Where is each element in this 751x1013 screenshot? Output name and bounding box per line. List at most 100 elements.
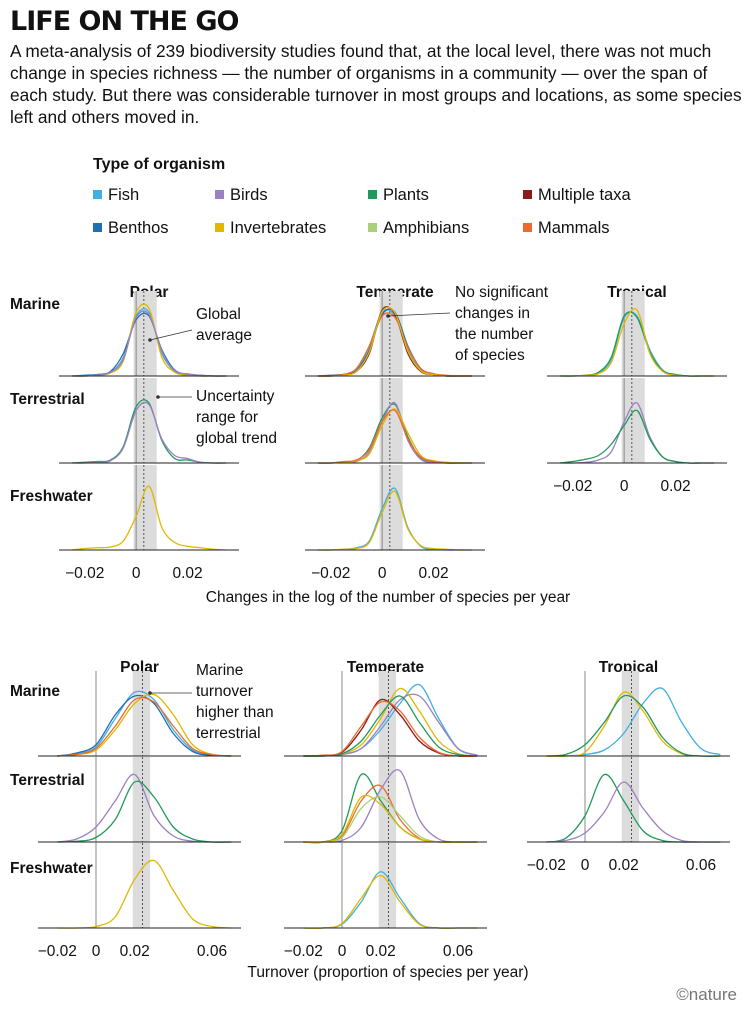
x-tick-label: 0.02 <box>120 943 150 960</box>
x-tick-label: −0.02 <box>527 857 566 874</box>
density-curve <box>57 693 232 757</box>
density-curve <box>57 780 232 843</box>
annotation-dot <box>148 338 152 342</box>
annotation: Marine turnover higher than terrestrial <box>196 662 274 742</box>
annotation-dot <box>386 314 390 318</box>
x-tick-label: −0.02 <box>311 565 350 582</box>
legend-label: Mammals <box>538 219 610 237</box>
uncertainty-band <box>133 378 157 463</box>
x-tick-label: 0.06 <box>686 857 716 874</box>
x-tick-label: 0.02 <box>366 943 396 960</box>
uncertainty-band <box>133 465 157 550</box>
density-curve <box>71 401 227 464</box>
density-curve <box>317 408 473 464</box>
density-curve <box>317 490 473 551</box>
column-label: Tropical <box>599 659 658 676</box>
column-label: Temperate <box>347 659 425 676</box>
x-tick-label: 0.06 <box>443 943 473 960</box>
density-curve <box>71 310 227 377</box>
uncertainty-band <box>132 671 151 756</box>
x-tick-label: 0.02 <box>172 565 202 582</box>
legend-label: Invertebrates <box>230 219 327 237</box>
x-tick-label: 0 <box>620 478 629 495</box>
uncertainty-band <box>378 843 397 928</box>
x-tick-label: −0.02 <box>553 478 592 495</box>
legend-label: Multiple taxa <box>538 186 631 204</box>
legend-item: Invertebrates <box>215 219 326 238</box>
annotation-line: range for <box>196 409 258 426</box>
legend-swatch <box>93 190 102 199</box>
annotation-line: of species <box>455 347 525 364</box>
annotation-line: No significant <box>455 284 549 301</box>
legend-label: Birds <box>230 186 268 204</box>
legend-label: Plants <box>383 186 429 204</box>
uncertainty-band <box>379 291 403 376</box>
x-tick-label: 0 <box>378 565 387 582</box>
legend-label: Fish <box>108 186 140 204</box>
density-curve <box>57 696 232 757</box>
x-tick-label: 0 <box>338 943 347 960</box>
x-axis-label: Changes in the log of the number of spec… <box>206 589 570 606</box>
legend-swatch <box>368 190 377 199</box>
density-curve <box>546 694 721 757</box>
annotation-line: terrestrial <box>196 725 261 742</box>
annotation-line: average <box>196 327 252 344</box>
annotation-line: Global <box>196 306 241 323</box>
subtitle: A meta-analysis of 239 biodiversity stud… <box>10 41 742 127</box>
uncertainty-band <box>621 291 645 376</box>
row-label: Marine <box>10 296 60 313</box>
legend-swatch <box>523 223 532 232</box>
annotation-line: the number <box>455 326 533 343</box>
x-tick-label: 0.02 <box>660 478 690 495</box>
legend-swatch <box>215 223 224 232</box>
x-tick-label: −0.02 <box>38 943 77 960</box>
uncertainty-band <box>378 757 397 842</box>
x-tick-label: 0.02 <box>609 857 639 874</box>
credit: ©nature <box>676 985 737 1004</box>
density-curve <box>71 485 227 551</box>
annotation-leader <box>149 329 193 341</box>
row-label: Freshwater <box>10 488 93 505</box>
x-tick-label: −0.02 <box>65 565 104 582</box>
row-label: Terrestrial <box>10 772 85 789</box>
uncertainty-band <box>379 378 403 463</box>
x-tick-label: 0.02 <box>418 565 448 582</box>
annotation: Global average <box>196 306 252 344</box>
annotation-line: changes in <box>455 305 530 322</box>
annotation-line: higher than <box>196 704 274 721</box>
title: LIFE ON THE GO <box>10 6 239 37</box>
annotation-dot <box>148 691 152 695</box>
legend-item: Multiple taxa <box>523 186 631 205</box>
legend-label: Benthos <box>108 219 169 237</box>
row-label: Marine <box>10 683 60 700</box>
density-curve <box>303 700 478 757</box>
row-label: Terrestrial <box>10 391 85 408</box>
row-label: Freshwater <box>10 860 93 877</box>
legend-swatch <box>368 223 377 232</box>
annotation-dot <box>156 395 160 399</box>
uncertainty-band <box>378 671 397 756</box>
uncertainty-band <box>132 757 151 842</box>
x-tick-label: 0.06 <box>197 943 227 960</box>
legend-item: Amphibians <box>368 219 469 238</box>
legend-swatch <box>523 190 532 199</box>
uncertainty-band <box>132 843 151 928</box>
annotation-leader <box>387 312 451 317</box>
legend-item: Plants <box>368 186 429 205</box>
annotation-line: Marine <box>196 662 243 679</box>
legend-swatch <box>93 223 102 232</box>
legend-title: Type of organism <box>93 156 226 173</box>
annotation: Uncertainty range for global trend <box>196 388 277 447</box>
x-tick-label: 0 <box>92 943 101 960</box>
legend-item: Fish <box>93 186 139 205</box>
x-axis-label: Turnover (proportion of species per year… <box>247 964 528 981</box>
annotation-line: global trend <box>196 430 277 447</box>
x-tick-label: 0 <box>132 565 141 582</box>
uncertainty-band <box>621 378 645 463</box>
legend-label: Amphibians <box>383 219 470 237</box>
x-tick-label: 0 <box>581 857 590 874</box>
x-tick-label: −0.02 <box>284 943 323 960</box>
legend-item: Mammals <box>523 219 610 238</box>
